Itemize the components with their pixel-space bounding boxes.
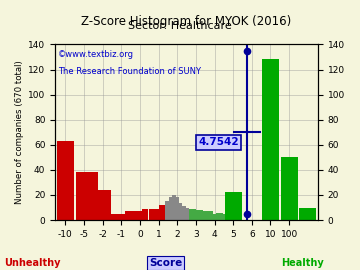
Bar [145,209,148,220]
Bar [149,209,152,220]
Bar [213,214,216,220]
Text: The Research Foundation of SUNY: The Research Foundation of SUNY [58,67,201,76]
Bar [193,209,196,220]
Bar [169,197,172,220]
Bar [300,208,316,220]
Bar [225,193,242,220]
Bar [203,211,206,220]
Text: Sector: Healthcare: Sector: Healthcare [128,21,232,31]
Bar [57,141,74,220]
Text: Score: Score [149,258,182,268]
Text: Healthy: Healthy [281,258,324,268]
Bar [125,211,128,220]
Bar [121,214,125,220]
Bar [186,208,189,220]
Bar [210,211,213,220]
Bar [76,173,93,220]
Title: Z-Score Histogram for MYOK (2016): Z-Score Histogram for MYOK (2016) [81,15,292,28]
Bar [226,214,230,220]
Bar [182,206,186,220]
Bar [281,157,297,220]
Bar [162,205,165,220]
Bar [152,209,155,220]
Bar [206,211,210,220]
Bar [141,209,145,220]
Bar [131,211,135,220]
Text: ©www.textbiz.org: ©www.textbiz.org [58,50,134,59]
Bar [189,209,193,220]
Bar [159,205,162,220]
Bar [179,202,182,220]
Bar [138,211,141,220]
Bar [118,214,121,220]
Bar [165,201,169,220]
Bar [172,195,176,220]
Bar [176,197,179,220]
Bar [223,214,226,220]
Bar [199,210,203,220]
Bar [89,173,98,220]
Bar [94,190,111,220]
Bar [114,214,118,220]
Bar [196,210,199,220]
Bar [262,59,279,220]
Text: 4.7542: 4.7542 [198,137,239,147]
Bar [216,212,220,220]
Bar [135,211,138,220]
Bar [128,211,131,220]
Bar [111,214,114,220]
Bar [220,212,223,220]
Text: Unhealthy: Unhealthy [4,258,60,268]
Y-axis label: Number of companies (670 total): Number of companies (670 total) [15,60,24,204]
Bar [155,209,159,220]
